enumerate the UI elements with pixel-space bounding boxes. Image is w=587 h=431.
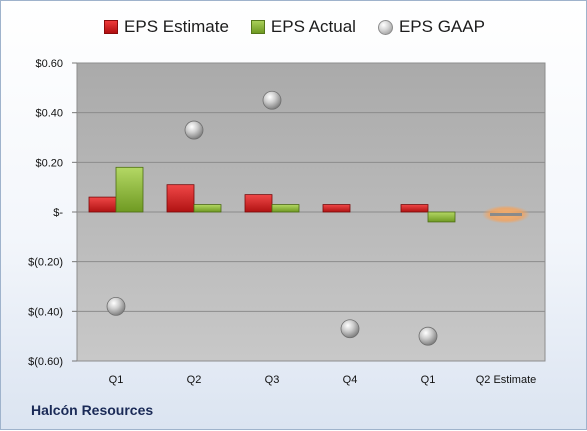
x-tick-label: Q4 (343, 374, 358, 386)
y-tick-label: $0.40 (35, 108, 63, 120)
gaap-point (340, 319, 360, 339)
gaap-point (184, 120, 204, 140)
company-name: Halcón Resources (31, 402, 154, 418)
gaap-point (106, 296, 126, 316)
legend-item-actual: EPS Actual (250, 17, 356, 37)
gaap-point (262, 90, 282, 110)
x-axis-ticks: Q1 Q2 Q3 Q4 Q1 Q2 Estimate (109, 374, 537, 386)
actual-bar (115, 166, 144, 213)
y-tick-label: $0.60 (35, 58, 63, 70)
y-tick-label: $0.20 (35, 157, 63, 169)
x-tick-label: Q1 (421, 374, 436, 386)
actual-bar (271, 204, 300, 213)
red-bar-swatch-icon (104, 20, 119, 34)
y-tick-label: $- (53, 207, 63, 219)
y-tick-label: $(0.20) (28, 257, 63, 269)
bars (88, 166, 530, 224)
x-tick-label: Q2 (187, 374, 202, 386)
y-axis-ticks: $0.60 $0.40 $0.20 $- $(0.20) $(0.40) $(0.60) (28, 58, 77, 368)
green-bar-swatch-icon (250, 20, 265, 34)
actual-bar (427, 211, 456, 223)
gridlines (77, 112, 545, 312)
y-tick-label: $(0.40) (28, 306, 63, 318)
legend: EPS Estimate EPS Actual EPS GAAP (1, 17, 587, 37)
estimate-bar (400, 204, 429, 213)
y-tick-label: $(0.60) (28, 356, 63, 368)
legend-label-estimate: EPS Estimate (124, 17, 229, 36)
estimate-bar (244, 194, 273, 213)
gray-ball-icon (377, 19, 393, 35)
legend-label-gaap: EPS GAAP (398, 17, 485, 36)
legend-item-gaap: EPS GAAP (377, 17, 485, 37)
gaap-points (106, 90, 438, 346)
legend-item-estimate: EPS Estimate (104, 17, 229, 37)
actual-bar (193, 204, 222, 213)
x-tick-label: Q2 Estimate (476, 374, 537, 386)
x-tick-label: Q1 (109, 374, 124, 386)
estimate-bar (322, 204, 351, 213)
gaap-point (418, 326, 438, 346)
estimate-bar (88, 196, 117, 213)
legend-label-actual: EPS Actual (270, 17, 356, 36)
estimate-bar (166, 184, 195, 213)
estimate-bar (490, 212, 522, 216)
x-tick-label: Q3 (265, 374, 280, 386)
